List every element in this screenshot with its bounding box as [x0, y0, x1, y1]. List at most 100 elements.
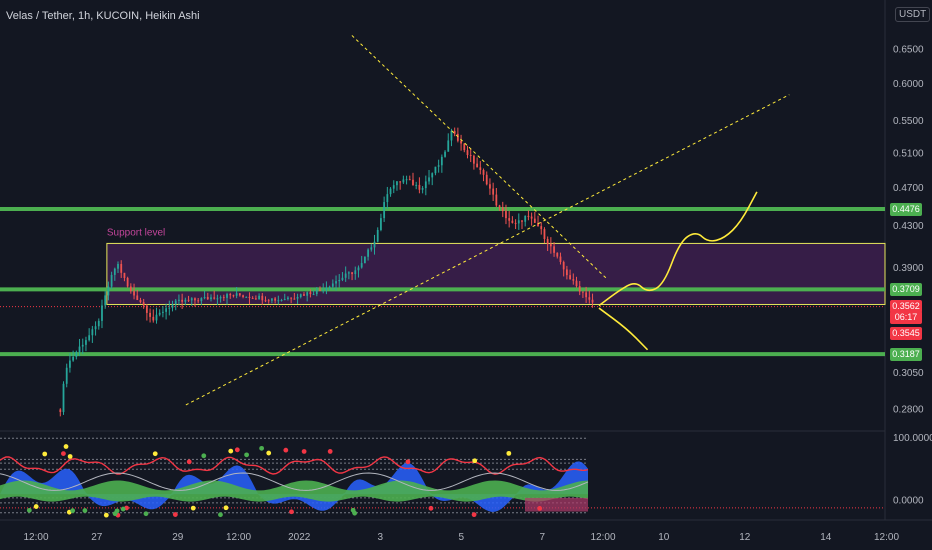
candle-body — [485, 174, 488, 185]
x-tick-label: 27 — [91, 532, 103, 543]
candle-body — [370, 247, 373, 250]
price-tag: 0.3545 — [890, 326, 922, 340]
y-tick-label: 0.2800 — [893, 404, 924, 415]
osc-dot — [143, 511, 149, 517]
candle-body — [556, 252, 559, 257]
candle-body — [232, 295, 235, 297]
candle-body — [75, 351, 78, 357]
candle-body — [456, 133, 459, 141]
candle-body — [162, 311, 164, 313]
candle-body — [434, 166, 437, 174]
projection-path-1[interactable] — [598, 307, 649, 351]
candle-body — [341, 277, 344, 281]
candle-body — [213, 297, 216, 299]
candle-body — [293, 298, 296, 300]
x-tick-label: 12:00 — [874, 532, 899, 543]
candle-body — [396, 181, 398, 186]
candle-body — [440, 156, 443, 166]
trendline-0[interactable] — [351, 35, 608, 280]
candle-body — [245, 296, 248, 298]
osc-red-line — [0, 456, 589, 475]
osc-dot — [405, 459, 411, 465]
candle-body — [424, 181, 427, 189]
candle-body — [569, 275, 571, 280]
y-tick-label: 0.6500 — [893, 45, 924, 56]
candle-body — [277, 300, 280, 302]
price-tag: 0.3187 — [890, 347, 922, 361]
osc-green-band — [0, 480, 588, 502]
candle-body — [578, 286, 581, 292]
candle-body — [219, 297, 222, 299]
candle-body — [469, 155, 472, 157]
candle-body — [258, 295, 260, 300]
y-tick-label: 0.4700 — [893, 183, 924, 194]
price-tag: 06:17 — [890, 311, 922, 325]
candle-body — [351, 272, 353, 275]
chart-title: Velas / Tether, 1h, KUCOIN, Heikin Ashi — [6, 10, 200, 22]
candle-body — [117, 263, 119, 269]
osc-dot — [218, 512, 223, 518]
candle-body — [415, 184, 418, 186]
candle-body — [85, 340, 87, 345]
candle-body — [389, 188, 392, 195]
candles-layer — [59, 127, 594, 417]
y-tick-label: 0.3900 — [893, 263, 924, 274]
time-axis: 12:00 27 29 12:00 2022 3 5 7 12:00 10 12 14 12:00 — [23, 532, 899, 543]
projection-path-0[interactable] — [598, 191, 758, 307]
candle-body — [357, 267, 360, 271]
candle-body — [129, 286, 132, 292]
candle-body — [187, 299, 190, 301]
osc-dot — [471, 512, 477, 518]
y-tick-label: 0.5500 — [893, 116, 924, 127]
candle-body — [444, 151, 446, 157]
x-tick-label: 10 — [658, 532, 670, 543]
candle-body — [530, 216, 533, 219]
candle-body — [450, 130, 453, 141]
candle-body — [203, 297, 206, 299]
candle-body — [315, 289, 318, 295]
osc-tick-label: 0.0000 — [893, 495, 924, 506]
candle-body — [226, 294, 228, 298]
candle-body — [65, 367, 68, 384]
candle-body — [271, 298, 273, 301]
candle-body — [524, 215, 527, 222]
osc-dot — [26, 507, 32, 513]
candle-body — [120, 263, 123, 273]
candle-body — [582, 291, 584, 293]
candle-body — [306, 292, 309, 296]
candle-body — [383, 202, 386, 219]
x-tick-label: 5 — [458, 532, 464, 543]
candle-body — [178, 299, 180, 301]
candle-body — [303, 294, 305, 296]
candle-body — [145, 305, 148, 313]
y-tick-label: 0.4300 — [893, 221, 924, 232]
osc-dot — [266, 450, 272, 456]
candle-body — [428, 177, 430, 182]
candle-body — [59, 409, 62, 413]
drawings-layer — [185, 35, 790, 406]
candle-body — [392, 185, 395, 189]
x-tick-label: 12:00 — [23, 532, 48, 543]
osc-signal-line — [0, 472, 589, 491]
osc-dot — [186, 459, 192, 465]
osc-dot — [42, 451, 48, 457]
candle-body — [533, 218, 536, 223]
candle-body — [421, 188, 424, 190]
candle-body — [565, 269, 568, 276]
candle-body — [373, 241, 376, 248]
trendline-1[interactable] — [185, 94, 790, 406]
currency-badge[interactable]: USDT — [895, 7, 931, 22]
candle-body — [235, 293, 238, 296]
candle-body — [331, 283, 334, 287]
candle-body — [460, 140, 462, 144]
candle-body — [517, 220, 520, 224]
candle-body — [508, 218, 511, 221]
candle-body — [254, 298, 257, 300]
candle-body — [312, 294, 315, 296]
osc-dot — [152, 451, 158, 457]
x-tick-label: 2022 — [288, 532, 311, 543]
osc-dot — [350, 507, 356, 513]
